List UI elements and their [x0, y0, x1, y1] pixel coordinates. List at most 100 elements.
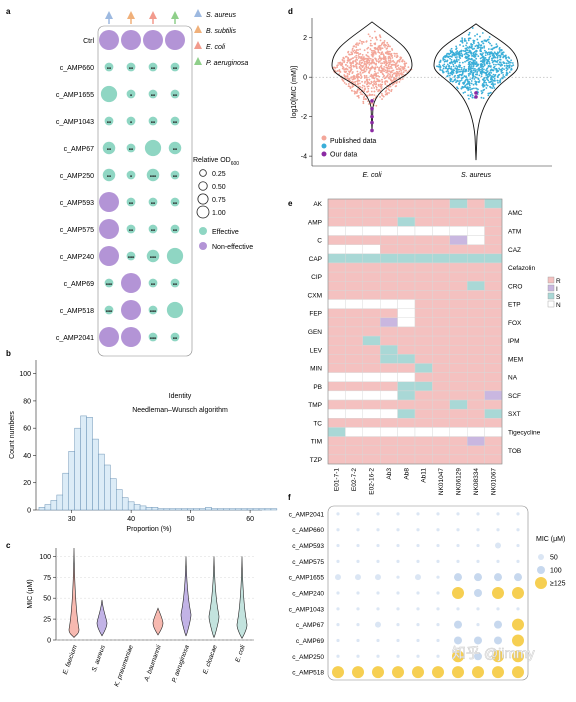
od-dot [126, 143, 136, 153]
row-label: c_AMP2041 [56, 335, 94, 342]
violin-saureus [433, 23, 519, 161]
histogram-bar [44, 504, 52, 511]
mic-dot [416, 638, 420, 643]
data-point [367, 67, 370, 70]
data-point [450, 47, 453, 50]
mic-dot [494, 573, 502, 582]
heatmap-cell [449, 372, 468, 382]
heatmap-cell [467, 408, 485, 419]
mic-dot [356, 528, 360, 532]
data-point [460, 79, 463, 81]
column-label: E01-7-1 [334, 468, 341, 492]
data-point [473, 78, 476, 80]
significance-stars: •• [173, 283, 177, 289]
violin-shape [208, 556, 220, 639]
heatmap-cell [362, 418, 381, 428]
panel-label-d: d [288, 7, 293, 16]
data-point [359, 48, 361, 51]
od-dot [143, 30, 163, 50]
legend-label: 100 [550, 568, 562, 575]
row-label-right: MEM [508, 356, 523, 363]
data-point [352, 64, 355, 67]
data-point [381, 57, 383, 60]
heatmap-cell [484, 281, 503, 291]
od-dot [100, 85, 118, 103]
data-point [459, 79, 462, 82]
data-point [491, 54, 494, 57]
row-label: c_AMP593 [60, 200, 94, 207]
heatmap-cell [397, 235, 416, 245]
heatmap-cell [467, 427, 485, 437]
data-point [478, 43, 480, 46]
data-point [381, 78, 383, 81]
mic-dot [396, 543, 400, 548]
heatmap-cell [449, 354, 468, 364]
panel-f-frame [327, 505, 529, 681]
heatmap-cell [432, 390, 450, 401]
data-point [481, 32, 484, 34]
data-point [500, 68, 503, 71]
legend-swatch [547, 276, 555, 284]
data-point [405, 69, 407, 72]
heatmap-cell [380, 207, 398, 218]
heatmap-cell [345, 399, 363, 410]
heatmap-cell [449, 217, 468, 227]
data-point [459, 57, 462, 60]
data-point [461, 39, 464, 41]
heatmap-cell [327, 335, 346, 346]
y-tick-label: 0 [47, 638, 51, 645]
heatmap-cell [397, 290, 416, 300]
data-point [491, 57, 493, 60]
heatmap-cell [362, 335, 381, 346]
heatmap-cell [467, 217, 485, 227]
heatmap-cell [327, 271, 346, 282]
data-point [345, 63, 347, 66]
data-point [389, 85, 391, 88]
data-point [370, 80, 373, 83]
od-dot [170, 89, 180, 99]
data-point [488, 62, 491, 64]
data-point [507, 62, 510, 64]
panel-c-violins: 0 25 50 75 100 MIC (μM) E. faecium S. aureus K. … [27, 547, 254, 688]
data-point [460, 52, 463, 55]
histogram-bar [217, 508, 224, 511]
row-label-left: FEP [309, 311, 322, 318]
heatmap-cell [414, 354, 433, 364]
data-point [372, 81, 375, 83]
heatmap-cell [397, 271, 416, 282]
heatmap-cell [345, 290, 363, 300]
mic-dot [492, 650, 504, 663]
data-point [474, 73, 477, 76]
data-point [484, 54, 487, 57]
data-point [363, 95, 366, 98]
data-point [475, 62, 477, 65]
data-point [456, 60, 459, 63]
data-point [383, 40, 386, 42]
data-point [346, 65, 349, 67]
data-point [490, 75, 493, 78]
od-dot [148, 224, 158, 234]
heatmap-cell [380, 290, 398, 300]
heatmap-cell [327, 207, 346, 218]
data-point [456, 52, 459, 55]
data-point [443, 65, 445, 68]
mic-dot [456, 607, 460, 611]
data-point [381, 72, 384, 75]
data-point [369, 57, 372, 60]
heatmap-cell [362, 281, 381, 291]
heatmap-cell [362, 408, 381, 419]
data-point [464, 69, 467, 72]
data-point [382, 41, 385, 44]
y-tick-label: 100 [19, 371, 31, 378]
od-dot [126, 170, 136, 180]
mic-dot [336, 512, 340, 516]
legend-label: 50 [550, 555, 558, 562]
data-point [468, 50, 471, 53]
data-point [476, 69, 478, 71]
y-tick-label: 60 [23, 426, 31, 433]
data-point [445, 65, 448, 68]
data-point [363, 81, 366, 84]
data-point [380, 51, 383, 54]
data-point [457, 65, 459, 68]
data-point [391, 56, 394, 59]
